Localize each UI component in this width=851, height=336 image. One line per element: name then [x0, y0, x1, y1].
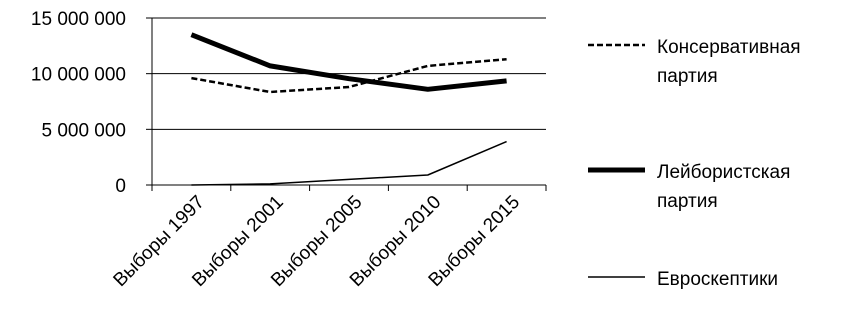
series-line-3	[191, 140, 507, 186]
axes	[146, 17, 547, 191]
data-series	[190, 32, 507, 186]
y-tick-label: 5 000 000	[41, 120, 126, 141]
gridlines	[152, 17, 546, 130]
legend-label-1: Консервативная	[657, 37, 801, 58]
legend-label-2: Лейбористская	[657, 162, 790, 183]
y-tick-labels: 0 5 000 000 10 000 000 15 000 000	[31, 9, 126, 197]
y-tick-label: 10 000 000	[31, 65, 126, 86]
legend-label-1: партия	[657, 66, 718, 87]
legend: Консервативная партия Лейбористская партия Е…	[588, 37, 801, 290]
series-line-1	[191, 57, 507, 94]
series-line-2	[190, 32, 507, 92]
y-tick-label: 0	[115, 176, 126, 197]
legend-label-2: партия	[657, 191, 718, 212]
legend-label-3: Евроскептики	[657, 269, 778, 290]
y-tick-label: 15 000 000	[31, 9, 126, 30]
